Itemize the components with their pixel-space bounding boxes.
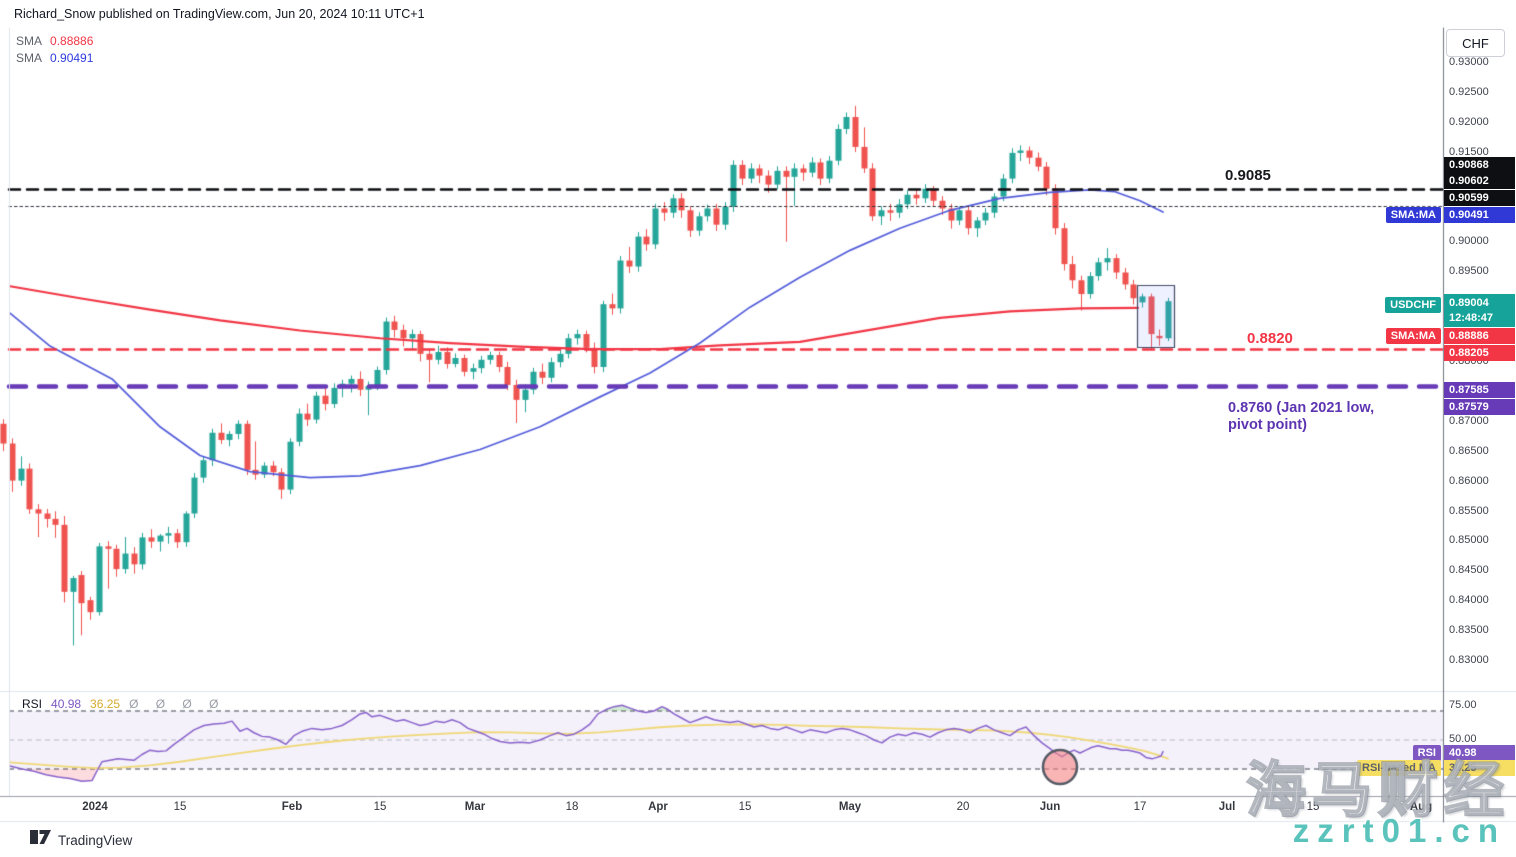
rsi-axis-75: 75.00 — [1449, 699, 1477, 711]
price-axis-label: 0.84500 — [1449, 564, 1489, 577]
sma-red-axis-tag: SMA:MA — [1385, 328, 1441, 344]
rsi-disabled-params: Ø Ø Ø Ø — [129, 697, 226, 711]
pivot-level-annotation[interactable]: 0.8760 (Jan 2021 low, pivot point) — [1228, 400, 1438, 433]
time-axis-label: Aug — [1409, 801, 1433, 813]
price-axis-label: 0.85500 — [1449, 504, 1489, 517]
rsi-value-badge: 40.98 — [1444, 745, 1515, 761]
tradingview-logo-text: TradingView — [58, 832, 133, 848]
price-axis-label: 0.86000 — [1449, 474, 1489, 487]
tradingview-logo[interactable]: TradingView — [30, 830, 132, 850]
price-axis-label: 0.84000 — [1449, 594, 1489, 607]
watermark-url: zzrt01.cn — [1292, 812, 1506, 849]
price-axis-badge: 0.88886 — [1444, 328, 1515, 344]
rsi-ma-value: 36.25 — [90, 697, 121, 711]
time-axis-label: 17 — [1133, 801, 1147, 813]
price-axis-badge: 0.90602 — [1444, 173, 1515, 189]
sma-legend-row-2[interactable]: SMA 0.90491 — [16, 51, 93, 65]
sma-legend-label: SMA — [16, 51, 43, 65]
rsi-legend-label: RSI — [22, 697, 43, 711]
price-axis-label: 0.92000 — [1449, 115, 1489, 128]
sma-legend-row-1[interactable]: SMA 0.88886 — [16, 34, 93, 48]
rsi-ma-value-badge: 36.25 — [1444, 760, 1515, 776]
time-axis-label: Jul — [1218, 801, 1236, 813]
symbol-axis-tag: USDCHF — [1385, 297, 1441, 313]
rsi-ma-axis-tag: RSI-based MA — [1357, 760, 1441, 776]
pivot-annotation-line1: 0.8760 (Jan 2021 low, — [1228, 400, 1375, 416]
publish-caption: Richard_Snow published on TradingView.co… — [14, 7, 425, 21]
watermark-chinese: 海马财经 — [1245, 756, 1510, 825]
price-axis-label: 0.83000 — [1449, 654, 1489, 666]
time-axis-label: 15 — [173, 801, 187, 813]
support-level-annotation[interactable]: 0.8820 — [1247, 330, 1293, 347]
price-axis-label: 0.85000 — [1449, 534, 1489, 547]
price-axis-label: 0.89500 — [1449, 265, 1489, 278]
time-axis-label: May — [838, 801, 862, 813]
price-axis-badge: 0.89004 12:48:47 — [1444, 294, 1515, 327]
time-axis-label: 18 — [565, 801, 579, 813]
price-axis-badge: 0.90868 — [1444, 157, 1515, 173]
price-axis-badge: 0.88205 — [1444, 345, 1515, 361]
time-axis-label: 15 — [1306, 801, 1320, 813]
price-axis-label: 0.83500 — [1449, 624, 1489, 637]
price-axis-badge: 0.87579 — [1444, 399, 1515, 415]
rsi-axis-50: 50.00 — [1449, 733, 1477, 745]
price-axis-label: 0.90000 — [1449, 235, 1489, 248]
price-axis-badge: 0.90491 — [1444, 207, 1515, 223]
pivot-annotation-line2: pivot point) — [1228, 416, 1307, 433]
time-axis-label: 2024 — [82, 801, 108, 813]
sma-red-value: 0.88886 — [50, 34, 94, 48]
time-axis-label: Feb — [281, 801, 303, 813]
rsi-legend-row[interactable]: RSI 40.98 36.25 Ø Ø Ø Ø — [22, 697, 225, 711]
time-axis-label: 20 — [956, 801, 970, 813]
price-axis-badge: 0.87585 — [1444, 382, 1515, 398]
sma-blue-axis-tag: SMA:MA — [1385, 207, 1441, 223]
resistance-level-annotation[interactable]: 0.9085 — [1225, 167, 1271, 184]
time-axis-label: 15 — [373, 801, 387, 813]
price-axis-label: 0.87000 — [1449, 414, 1489, 427]
sma-legend-label: SMA — [16, 34, 43, 48]
price-axis-label: 0.86500 — [1449, 444, 1489, 457]
price-axis-label: 0.93000 — [1449, 56, 1489, 68]
time-axis-label: Mar — [464, 801, 486, 813]
currency-toggle-button[interactable]: CHF — [1446, 29, 1505, 57]
time-axis-label: Jun — [1039, 801, 1061, 813]
sma-blue-value: 0.90491 — [50, 51, 94, 65]
tradingview-logo-icon — [30, 830, 51, 850]
rsi-value: 40.98 — [51, 697, 82, 711]
price-axis-label: 0.92500 — [1449, 85, 1489, 98]
price-axis-badge: 0.90599 — [1444, 190, 1515, 206]
time-axis-label: 15 — [738, 801, 752, 813]
price-axis-label: 0.91500 — [1449, 145, 1489, 158]
rsi-axis-tag: RSI — [1412, 745, 1441, 761]
time-axis-label: Apr — [648, 801, 668, 813]
